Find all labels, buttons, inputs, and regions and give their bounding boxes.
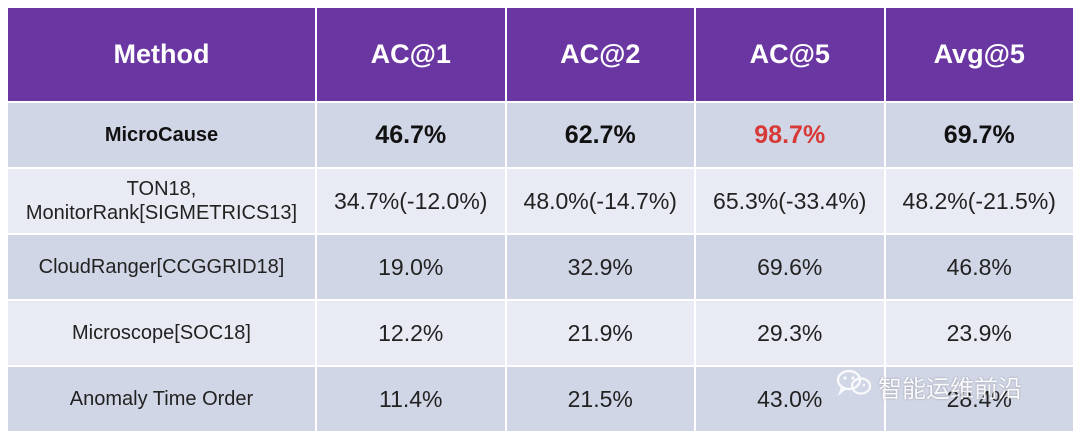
table-body: MicroCause 46.7% 62.7% 98.7% 69.7% TON18… [6,101,1075,433]
table-header: Method AC@1 AC@2 AC@5 Avg@5 [6,6,1075,103]
results-table: Method AC@1 AC@2 AC@5 Avg@5 MicroCause 4… [6,6,1075,433]
method-line-2: MonitorRank[SIGMETRICS13] [25,202,298,224]
watermark-text: 智能运维前沿 [878,376,1022,403]
avg5-cell: 46.8% [883,233,1075,301]
header-ac2: AC@2 [504,6,696,103]
wechat-icon [836,368,872,405]
avg5-cell: 48.2%(-21.5%) [883,167,1075,235]
ac5-cell-highlight: 98.7% [694,101,886,169]
header-ac1: AC@1 [315,6,507,103]
ac2-cell: 32.9% [504,233,696,301]
table-row-microcause: MicroCause 46.7% 62.7% 98.7% 69.7% [6,101,1075,169]
ac1-cell: 12.2% [315,299,507,367]
header-row: Method AC@1 AC@2 AC@5 Avg@5 [6,6,1075,103]
header-method: Method [6,6,317,103]
method-cell: CloudRanger[CCGGRID18] [6,233,317,301]
ac1-cell: 46.7% [315,101,507,169]
ac1-cell: 19.0% [315,233,507,301]
method-line-1: TON18, [126,178,197,200]
ac5-cell: 29.3% [694,299,886,367]
method-cell: MicroCause [6,101,317,169]
ac2-cell: 48.0%(-14.7%) [504,167,696,235]
ac1-cell: 11.4% [315,365,507,433]
ac1-cell: 34.7%(-12.0%) [315,167,507,235]
table-row-cloudranger: CloudRanger[CCGGRID18] 19.0% 32.9% 69.6%… [6,233,1075,301]
header-ac5: AC@5 [694,6,886,103]
method-cell: Anomaly Time Order [6,365,317,433]
avg5-cell: 23.9% [883,299,1075,367]
ac5-cell: 69.6% [694,233,886,301]
table-row-anomaly-time-order: Anomaly Time Order 11.4% 21.5% 43.0% 28.… [6,365,1075,433]
ac2-cell: 21.9% [504,299,696,367]
results-table-container: Method AC@1 AC@2 AC@5 Avg@5 MicroCause 4… [6,6,1075,433]
ac2-cell: 21.5% [504,365,696,433]
watermark: 智能运维前沿 [836,368,1022,405]
ac5-cell: 43.0% [694,365,886,433]
table-row-microscope: Microscope[SOC18] 12.2% 21.9% 29.3% 23.9… [6,299,1075,367]
ac2-cell: 62.7% [504,101,696,169]
avg5-cell: 28.4% [883,365,1075,433]
method-cell: TON18, MonitorRank[SIGMETRICS13] [6,167,317,235]
ac5-cell: 65.3%(-33.4%) [694,167,886,235]
table-row-monitorrank: TON18, MonitorRank[SIGMETRICS13] 34.7%(-… [6,167,1075,235]
avg5-cell: 69.7% [883,101,1075,169]
method-cell: Microscope[SOC18] [6,299,317,367]
header-avg5: Avg@5 [883,6,1075,103]
